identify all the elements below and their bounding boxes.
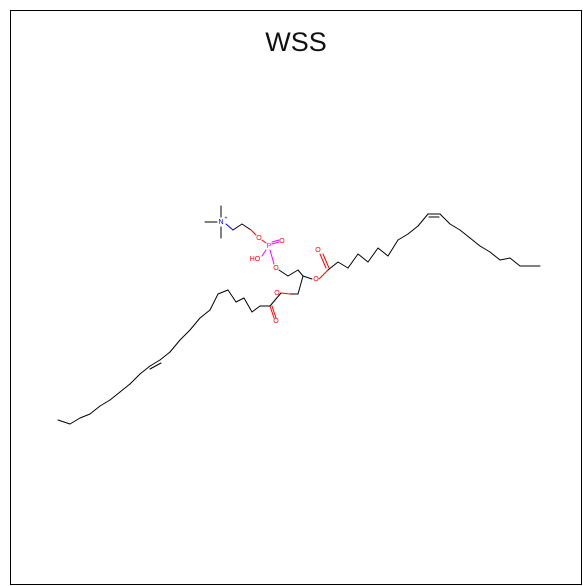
bond-34 <box>439 213 451 225</box>
sn2-ester-oxygen-atom: O <box>313 276 319 283</box>
bond-28 <box>377 247 389 257</box>
bond-64 <box>99 399 111 407</box>
figure-frame: WSS <box>10 10 582 585</box>
atom-label-layer: N + O P O HO O O O O O <box>218 215 321 325</box>
phosphate-oxygen-atom: O <box>256 235 262 242</box>
bond-62 <box>119 383 131 393</box>
bond-45 <box>269 305 275 319</box>
bond-17 <box>297 275 304 295</box>
bond-4 <box>232 223 243 231</box>
bond-layer <box>57 205 541 425</box>
bond-68 <box>57 419 71 425</box>
bond-51 <box>227 289 237 303</box>
bond-35 <box>449 223 461 231</box>
bond-27 <box>367 247 379 263</box>
bond-10 <box>271 239 280 243</box>
bond-7 <box>261 239 267 244</box>
bond-23 <box>327 261 339 271</box>
bond-22 <box>322 253 330 269</box>
bond-63 <box>109 391 121 401</box>
bond-29 <box>387 239 399 257</box>
bond-52 <box>217 289 229 295</box>
bond-41 <box>509 257 521 267</box>
bond-13 <box>278 269 289 277</box>
bond-30 <box>397 233 409 241</box>
bond-12 <box>269 249 275 265</box>
bond-26 <box>357 253 369 263</box>
bond-9 <box>271 241 280 245</box>
sn2-carbonyl-oxygen-atom: O <box>315 247 321 254</box>
bond-40 <box>499 257 511 261</box>
bond-15 <box>297 269 304 277</box>
bond-24 <box>337 261 349 269</box>
bond-55 <box>189 317 201 331</box>
bond-46 <box>271 305 277 319</box>
bond-37 <box>469 237 481 247</box>
hydroxyl-group: HO <box>250 256 261 263</box>
bond-66 <box>79 413 91 419</box>
bond-31 <box>407 225 419 235</box>
bond-39 <box>489 251 501 261</box>
bond-60 <box>139 365 151 375</box>
bond-5 <box>241 223 252 231</box>
figure-title: WSS <box>265 27 327 57</box>
bond-53 <box>209 293 219 311</box>
bond-65 <box>89 405 101 415</box>
bond-32 <box>417 213 429 227</box>
bond-6 <box>250 229 257 236</box>
bond-3 <box>225 223 234 231</box>
bond-38 <box>479 245 491 253</box>
sn1-ester-oxygen-atom: O <box>274 290 280 297</box>
bond-25 <box>347 253 359 269</box>
bond-11 <box>261 249 267 257</box>
bond-58 <box>159 351 171 361</box>
nitrogen-charge: + <box>225 215 228 221</box>
phosphoryl-oxygen-atom: O <box>279 238 285 245</box>
bond-16 <box>302 275 313 280</box>
glycerol-phosphate-oxygen-atom: O <box>273 265 279 272</box>
bond-59 <box>149 359 161 367</box>
phosphorus-atom: P <box>267 243 272 250</box>
bond-36 <box>459 229 471 239</box>
bond-48 <box>251 305 261 313</box>
nitrogen-atom: N <box>218 219 223 226</box>
bond-19 <box>280 292 291 295</box>
bond-20 <box>318 269 329 280</box>
bond-54 <box>199 309 211 319</box>
bond-44 <box>269 292 282 307</box>
bond-61 <box>129 373 141 385</box>
bond-69 <box>149 362 162 370</box>
bond-56 <box>179 329 191 341</box>
bond-21 <box>319 253 327 269</box>
bond-14 <box>287 269 299 277</box>
bond-67 <box>69 417 81 425</box>
bond-57 <box>169 339 181 353</box>
bond-50 <box>235 297 245 303</box>
sn1-carbonyl-oxygen-atom: O <box>273 318 279 325</box>
bond-49 <box>243 297 253 313</box>
